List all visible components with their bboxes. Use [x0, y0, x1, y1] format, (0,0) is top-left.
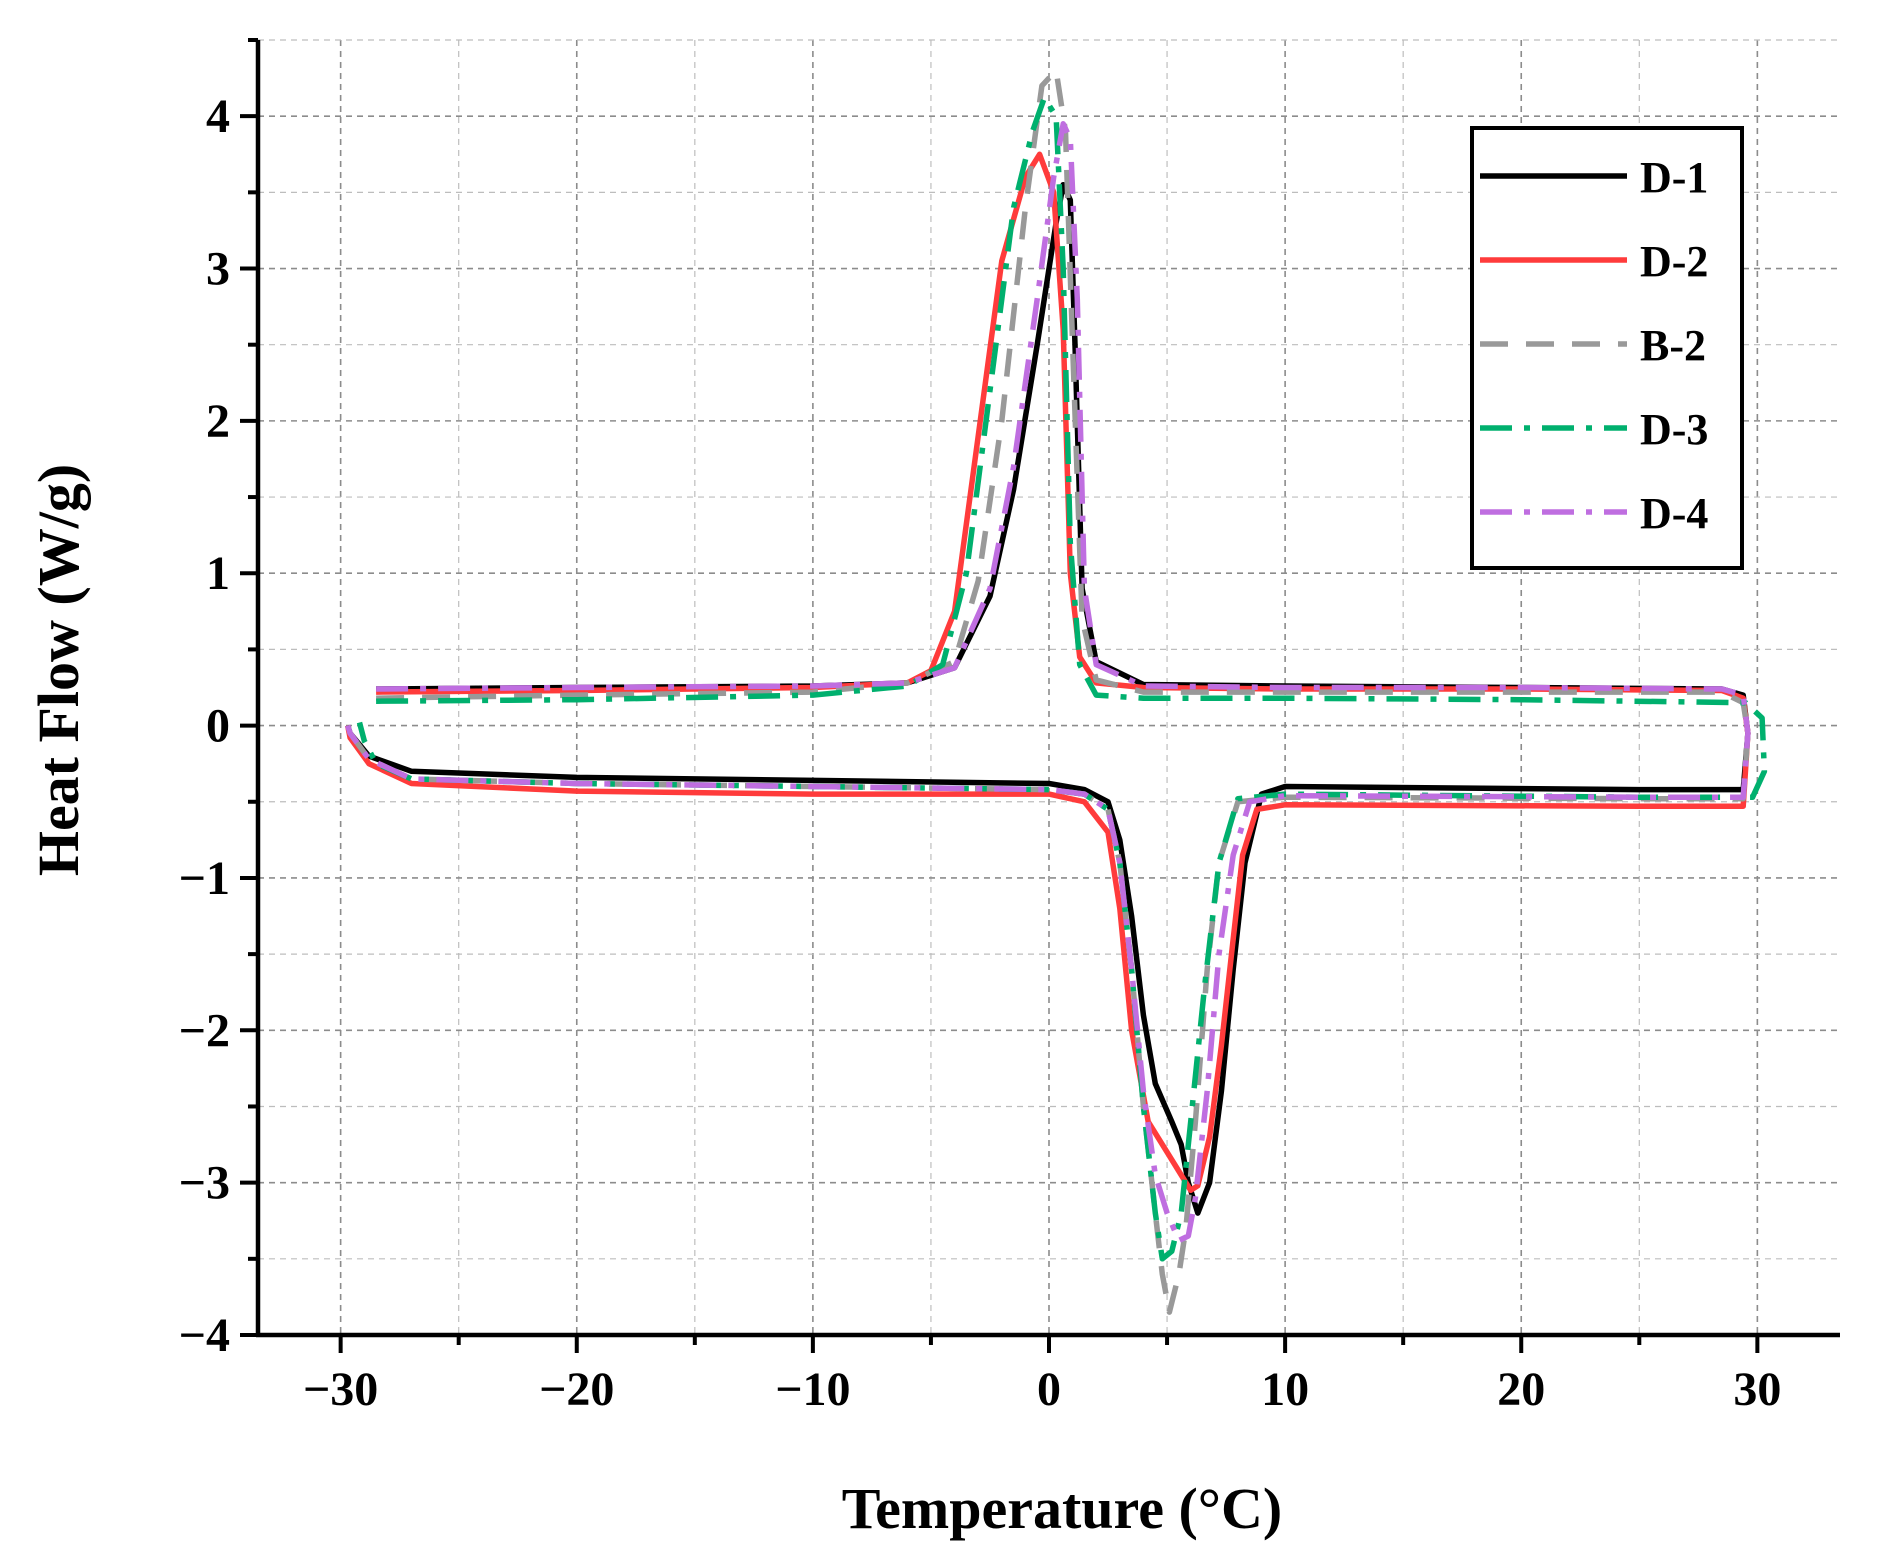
y-tick-label: 4	[206, 90, 230, 143]
x-tick-label: −10	[775, 1363, 850, 1416]
legend-box	[1470, 126, 1744, 570]
series-layer	[345, 67, 1768, 1315]
x-tick-label: 10	[1261, 1363, 1309, 1416]
x-axis-title: Temperature (°C)	[842, 1476, 1282, 1541]
x-tick-label: 30	[1733, 1363, 1781, 1416]
legend-label: D-2	[1640, 237, 1708, 286]
x-tick-label: 0	[1037, 1363, 1061, 1416]
y-tick-label: 1	[206, 547, 230, 600]
x-tick-label: −30	[303, 1363, 378, 1416]
y-tick-label: 0	[206, 700, 230, 753]
grid	[258, 39, 1840, 1335]
y-tick-label: −3	[179, 1157, 230, 1210]
y-axis-title: Heat Flow (W/g)	[26, 464, 91, 876]
legend-label: D-1	[1640, 153, 1708, 202]
legend-label: D-4	[1640, 489, 1708, 538]
x-tick-label: 20	[1497, 1363, 1545, 1416]
legend: D-1 D-2 B-2 D-3 D-4	[1470, 126, 1744, 570]
y-tick-label: −1	[179, 852, 230, 905]
series-line-d-1	[345, 181, 1751, 1216]
y-tick-label: −4	[179, 1309, 230, 1362]
x-tick-label: −20	[539, 1363, 614, 1416]
y-tick-label: 2	[206, 395, 230, 448]
legend-label: D-3	[1640, 405, 1708, 454]
legend-label: B-2	[1640, 321, 1706, 370]
y-tick-label: −2	[179, 1004, 230, 1057]
y-tick-label: 3	[206, 243, 230, 296]
